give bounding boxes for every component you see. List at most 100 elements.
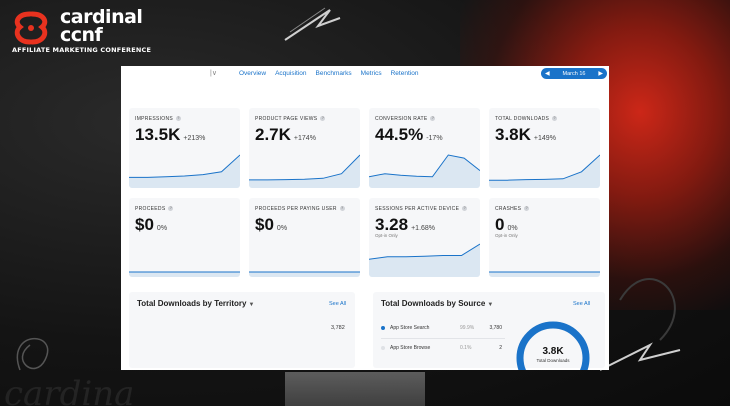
- sparkline-chart: [249, 154, 360, 188]
- sparkline-line: [249, 154, 360, 181]
- source-see-all-link[interactable]: See All: [573, 301, 591, 307]
- series-dot-icon: [381, 346, 385, 350]
- sparkline-area: [369, 155, 480, 188]
- metric-label: TOTAL DOWNLOADS?: [495, 116, 558, 122]
- analytics-dashboard: |∨ Overview Acquisition Benchmarks Metri…: [121, 66, 609, 370]
- source-row[interactable]: App Store Browse 0.1% 2: [381, 345, 506, 351]
- metric-card[interactable]: PROCEEDS? $0 0%: [129, 198, 240, 277]
- metric-value-text: $0: [135, 215, 154, 234]
- background-watermark-text: cardina: [4, 374, 135, 406]
- metric-label: IMPRESSIONS?: [135, 116, 182, 122]
- tab-bar: Overview Acquisition Benchmarks Metrics …: [239, 70, 418, 77]
- metric-card[interactable]: TOTAL DOWNLOADS? 3.8K +149%: [489, 108, 600, 188]
- metric-value-text: 2.7K: [255, 125, 291, 144]
- source-name: App Store Search: [390, 325, 430, 331]
- sparkline-line: [489, 154, 600, 181]
- tab-acquisition[interactable]: Acquisition: [275, 70, 307, 77]
- metric-label-text: CONVERSION RATE: [375, 116, 428, 122]
- tab-benchmarks[interactable]: Benchmarks: [315, 70, 352, 77]
- tab-retention[interactable]: Retention: [390, 70, 419, 77]
- metric-label: PRODUCT PAGE VIEWS?: [255, 116, 326, 122]
- help-icon[interactable]: ?: [524, 206, 530, 212]
- sparkline-chart: [249, 271, 360, 277]
- downloads-donut-chart: [516, 321, 590, 370]
- help-icon[interactable]: ?: [176, 116, 182, 122]
- metric-value: 3.28 +1.68%: [375, 215, 435, 235]
- metric-label-text: PRODUCT PAGE VIEWS: [255, 116, 318, 122]
- source-count: 3,780: [489, 325, 502, 331]
- donut-total-label: Total Downloads: [536, 358, 570, 363]
- metric-subtitle: Opt-in Only: [495, 233, 518, 238]
- help-icon[interactable]: ?: [339, 206, 345, 212]
- metric-value: 13.5K +213%: [135, 125, 205, 145]
- sparkline-chart: [489, 154, 600, 188]
- sparkline-area: [249, 272, 360, 277]
- donut-total: 3.8K: [542, 346, 564, 357]
- sparkline-chart: [369, 154, 480, 188]
- source-panel: Total Downloads by Source ▼ See All App S…: [373, 292, 605, 370]
- territory-value: 3,782: [331, 325, 345, 331]
- source-title[interactable]: Total Downloads by Source ▼: [381, 299, 493, 308]
- metric-delta: 0%: [507, 225, 518, 232]
- metric-delta: 0%: [276, 225, 288, 232]
- help-icon[interactable]: ?: [168, 206, 174, 212]
- next-date-icon[interactable]: ▶: [598, 71, 603, 77]
- chevron-down-icon: ▼: [487, 302, 494, 308]
- metric-label-text: CRASHES: [495, 206, 522, 212]
- metric-label: PROCEEDS PER PAYING USER?: [255, 206, 345, 212]
- metric-value: 3.8K +149%: [495, 125, 556, 145]
- metric-value: $0 0%: [255, 215, 287, 235]
- metric-value: 44.5% -17%: [375, 125, 443, 145]
- metric-value-text: 44.5%: [375, 125, 424, 144]
- help-icon[interactable]: ?: [320, 116, 326, 122]
- territory-see-all-link[interactable]: See All: [329, 301, 347, 307]
- sparkline-area: [129, 155, 240, 188]
- metric-card[interactable]: CRASHES? 0 0% Opt-in Only: [489, 198, 600, 277]
- brand-name-line1: cardinal: [60, 6, 143, 28]
- help-icon[interactable]: ?: [462, 206, 468, 212]
- sparkline-line: [129, 154, 240, 178]
- help-icon[interactable]: ?: [430, 116, 436, 122]
- territory-title[interactable]: Total Downloads by Territory ▼: [137, 299, 254, 308]
- sparkline-line: [369, 243, 480, 260]
- metric-delta: 0%: [156, 225, 168, 232]
- row-divider: [381, 338, 505, 339]
- metric-delta: +149%: [533, 135, 556, 142]
- metric-delta: +213%: [183, 135, 206, 142]
- source-percent: 99.9%: [460, 325, 475, 331]
- source-title-text: Total Downloads by Source: [381, 299, 486, 308]
- top-navigation: |∨ Overview Acquisition Benchmarks Metri…: [121, 66, 609, 82]
- tab-metrics[interactable]: Metrics: [360, 70, 382, 77]
- metric-label: CONVERSION RATE?: [375, 116, 436, 122]
- date-selector[interactable]: ◀ March 16 ▶: [541, 68, 607, 79]
- tab-overview[interactable]: Overview: [239, 70, 267, 77]
- source-name: App Store Browse: [390, 345, 431, 351]
- metric-subtitle: Opt-in Only: [375, 233, 398, 238]
- brand-logo: cardinal ccnf: [10, 6, 143, 48]
- app-dropdown[interactable]: |∨: [210, 70, 217, 77]
- help-icon[interactable]: ?: [552, 116, 558, 122]
- chevron-down-icon: ▼: [248, 302, 255, 308]
- sparkline-area: [369, 244, 480, 277]
- metric-delta: +1.68%: [411, 225, 436, 232]
- metric-card[interactable]: CONVERSION RATE? 44.5% -17%: [369, 108, 480, 188]
- metric-card[interactable]: IMPRESSIONS? 13.5K +213%: [129, 108, 240, 188]
- metric-label-text: TOTAL DOWNLOADS: [495, 116, 550, 122]
- sparkline-chart: [369, 243, 480, 277]
- metric-card[interactable]: SESSIONS PER ACTIVE DEVICE? 3.28 +1.68% Opt…: [369, 198, 480, 277]
- brand-name-line2: ccnf: [60, 24, 103, 46]
- metric-card[interactable]: PRODUCT PAGE VIEWS? 2.7K +174%: [249, 108, 360, 188]
- metric-delta: -17%: [426, 135, 443, 142]
- metric-value-text: 3.8K: [495, 125, 531, 144]
- source-row[interactable]: App Store Search 99.9% 3,780: [381, 325, 506, 331]
- series-dot-icon: [381, 326, 385, 330]
- metric-card[interactable]: PROCEEDS PER PAYING USER? $0 0%: [249, 198, 360, 277]
- metric-label-text: PROCEEDS: [135, 206, 166, 212]
- source-percent: 0.1%: [460, 345, 472, 351]
- cardinal-logo-icon: [14, 11, 48, 45]
- sparkline-chart: [489, 271, 600, 277]
- territory-title-text: Total Downloads by Territory: [137, 299, 247, 308]
- prev-date-icon[interactable]: ◀: [545, 71, 550, 77]
- metric-label-text: PROCEEDS PER PAYING USER: [255, 206, 337, 212]
- cash-stack-image: [285, 372, 425, 406]
